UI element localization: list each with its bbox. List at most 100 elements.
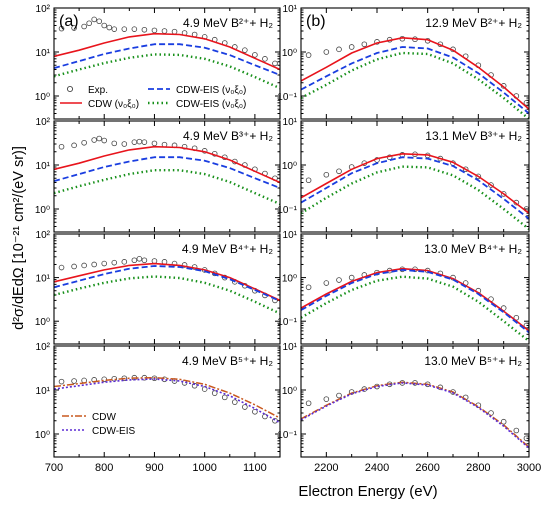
legend-label: CDW-EIS (ν₀ξ₀) [176,99,246,110]
exp-data-point [58,264,65,271]
panel-label: 4.9 MeV B⁵⁺+ H₂ [182,354,273,368]
legend-item: CDW (ν₀ξ₀) [60,99,139,110]
legend-label: CDW-EIS [92,426,135,437]
panel-tag: (b) [306,13,326,30]
panel-label: 13.1 MeV B³⁺+ H₂ [425,129,522,143]
x-tick-label: 2400 [365,462,389,474]
legend-marker-exp [66,85,74,93]
series-line-red [54,145,280,184]
y-tick-label: 10⁰ [282,274,297,285]
series-line-red [54,262,280,302]
y-tick-label: 10⁰ [282,386,297,397]
y-tick-label: 10¹ [36,48,51,59]
exp-data-point [211,390,218,396]
panel-label: 13.0 MeV B⁵⁺+ H₂ [424,354,522,368]
exp-data-point [101,22,108,29]
legend-label: CDW [92,412,116,423]
panel-frame [300,7,530,120]
exp-data-point [81,262,87,269]
y-tick-label: 10⁰ [35,92,50,103]
exp-data-point [500,191,507,197]
y-tick-label: 10¹ [36,386,51,397]
x-tick-label: 2800 [466,462,490,474]
y-axis-label: d²σ/dEdΩ [10⁻²¹ cm²/(eV sr)] [11,146,27,330]
panel-frame [300,345,530,458]
x-tick-label: 800 [95,462,113,474]
x-tick-label: 2600 [415,462,439,474]
panel-label: 13.0 MeV B⁴⁺+ H₂ [424,242,522,256]
exp-data-point [91,16,97,23]
series-line-green [301,165,529,231]
series-line-orange [54,376,280,419]
y-tick-label: 10⁰ [35,317,50,328]
x-tick-label: 900 [145,462,163,474]
series-line-green [301,275,529,343]
exp-data-point [500,418,507,425]
exp-data-point [91,261,97,268]
exp-data-point [141,26,148,33]
legend-top: Exp. CDW (ν₀ξ₀) CDW-EIS (ν₀ξ₀) CDW-EIS (ν₀ξ… [60,85,246,110]
exp-data-point [151,27,158,34]
panel-label: 4.9 MeV B⁴⁺+ H₂ [182,242,274,256]
exp-data-point [171,28,178,35]
exp-data-point [242,47,248,53]
exp-data-point [305,52,312,58]
series-line-blue [54,156,280,189]
panel-left-4: 700 800 900 1000 1100 10⁰ 10¹ 10² 4.9 MeV B⁵⁺+ H… [35,342,281,474]
exp-data-point [513,427,520,434]
legend-label: Exp. [88,85,108,96]
exp-data-point [141,257,148,264]
series-line-green [54,53,280,90]
exp-data-point [323,171,330,178]
x-tick-label: 1100 [243,462,267,474]
panel-label: 4.9 MeV B³⁺+ H₂ [183,129,273,143]
exp-data-point [131,139,138,145]
series-line-red [301,153,529,214]
exp-data-point [71,25,77,31]
panel-frame [53,7,281,120]
legend-bottom: CDW CDW-EIS [62,412,135,437]
exp-data-point [221,394,228,401]
series-line-blue [54,43,280,76]
exp-data-point [323,396,330,402]
plot-area [301,266,529,343]
exp-data-point [475,173,482,180]
exp-data-point [232,399,238,405]
exp-data-point [252,52,258,58]
exp-data-point [361,41,368,48]
y-tick-label: 10¹ [36,161,51,172]
exp-data-point [71,263,77,270]
panel-tag: (a) [59,13,79,30]
y-tick-label: 10¹ [283,4,298,15]
y-tick-label: 10¹ [36,274,51,285]
plot-area [301,35,529,119]
exp-data-point [101,376,108,383]
exp-data-point [81,139,87,146]
panel-left-3: 10⁰ 10¹ 10² 4.9 MeV B⁴⁺+ H₂ [35,230,281,345]
panel-label: 4.9 MeV B²⁺+ H₂ [183,16,273,30]
exp-data-point [201,386,208,392]
series-line-green [54,275,280,315]
legend-item: CDW-EIS (ν₀ξ₀) [148,85,246,96]
exp-data-point [111,26,118,32]
exp-data-point [151,140,158,147]
y-tick-label: 10¹ [283,117,298,128]
panel-right-1: 10⁻¹ 10⁰ 10¹ 12.9 MeV B²⁺+ H₂ (b) [277,4,530,120]
exp-data-point [462,166,469,173]
y-tick-label: 10² [36,342,51,353]
series-line-purple [301,382,529,449]
legend-label: CDW (ν₀ξ₀) [88,99,139,110]
x-tick-label: 1000 [192,462,216,474]
series-line-blue [54,265,280,302]
exp-data-point [348,274,355,281]
panel-frame [300,120,530,233]
exp-data-point [101,260,108,267]
exp-data-point [111,140,118,147]
exp-data-point [131,26,138,32]
exp-data-point [101,137,108,144]
plot-area [54,255,280,315]
exp-data-point [336,168,342,175]
y-tick-label: 10⁻¹ [277,430,297,441]
exp-data-point [336,277,342,283]
